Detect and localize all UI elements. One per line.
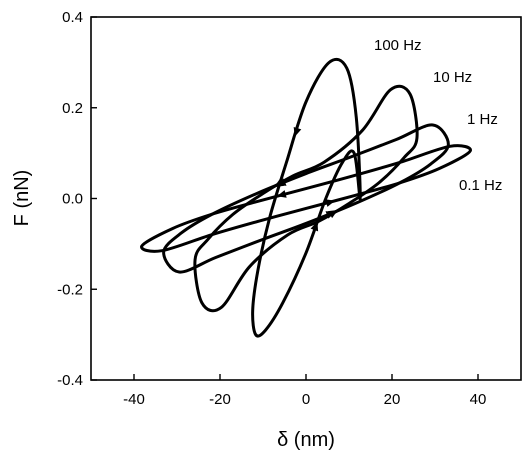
- loop-0-1-hz: [140, 144, 472, 253]
- loop-label: 1 Hz: [467, 111, 498, 128]
- y-axis-title: F (nN): [11, 170, 33, 227]
- loop-label: 100 Hz: [374, 37, 422, 54]
- y-tick-label: -0.2: [57, 281, 83, 298]
- loop-1-hz: [162, 123, 450, 274]
- loops: [140, 57, 472, 338]
- loop-label: 10 Hz: [433, 69, 472, 86]
- loop-100-hz: [251, 57, 362, 338]
- x-tick-label: -40: [123, 391, 145, 408]
- x-tick-label: 20: [384, 391, 401, 408]
- y-tick-label: -0.4: [57, 372, 83, 389]
- loop-labels: 100 Hz 10 Hz 1 Hz 0.1 Hz: [374, 37, 502, 194]
- x-tick-label: 40: [470, 391, 487, 408]
- arrow-marker: [325, 211, 336, 219]
- arrow-marker: [276, 190, 287, 198]
- arrow-marker: [310, 221, 319, 232]
- y-tick-label: 0.2: [62, 100, 83, 117]
- x-axis-title: δ (nm): [277, 429, 335, 451]
- loop-10-hz: [193, 84, 419, 313]
- y-tick-label: 0.4: [62, 9, 83, 26]
- x-tick-label: -20: [209, 391, 231, 408]
- y-tick-label: 0.0: [62, 191, 83, 208]
- arrow-marker: [293, 126, 302, 137]
- arrow-marker: [325, 199, 336, 207]
- arrow-marker: [276, 178, 287, 186]
- loop-label: 0.1 Hz: [459, 177, 502, 194]
- direction-arrows: [274, 126, 338, 232]
- x-tick-label: 0: [302, 391, 310, 408]
- ticks: -40 -20 0 20 40 -0.4 -0.2 0.0 0.2 0.4: [57, 9, 486, 408]
